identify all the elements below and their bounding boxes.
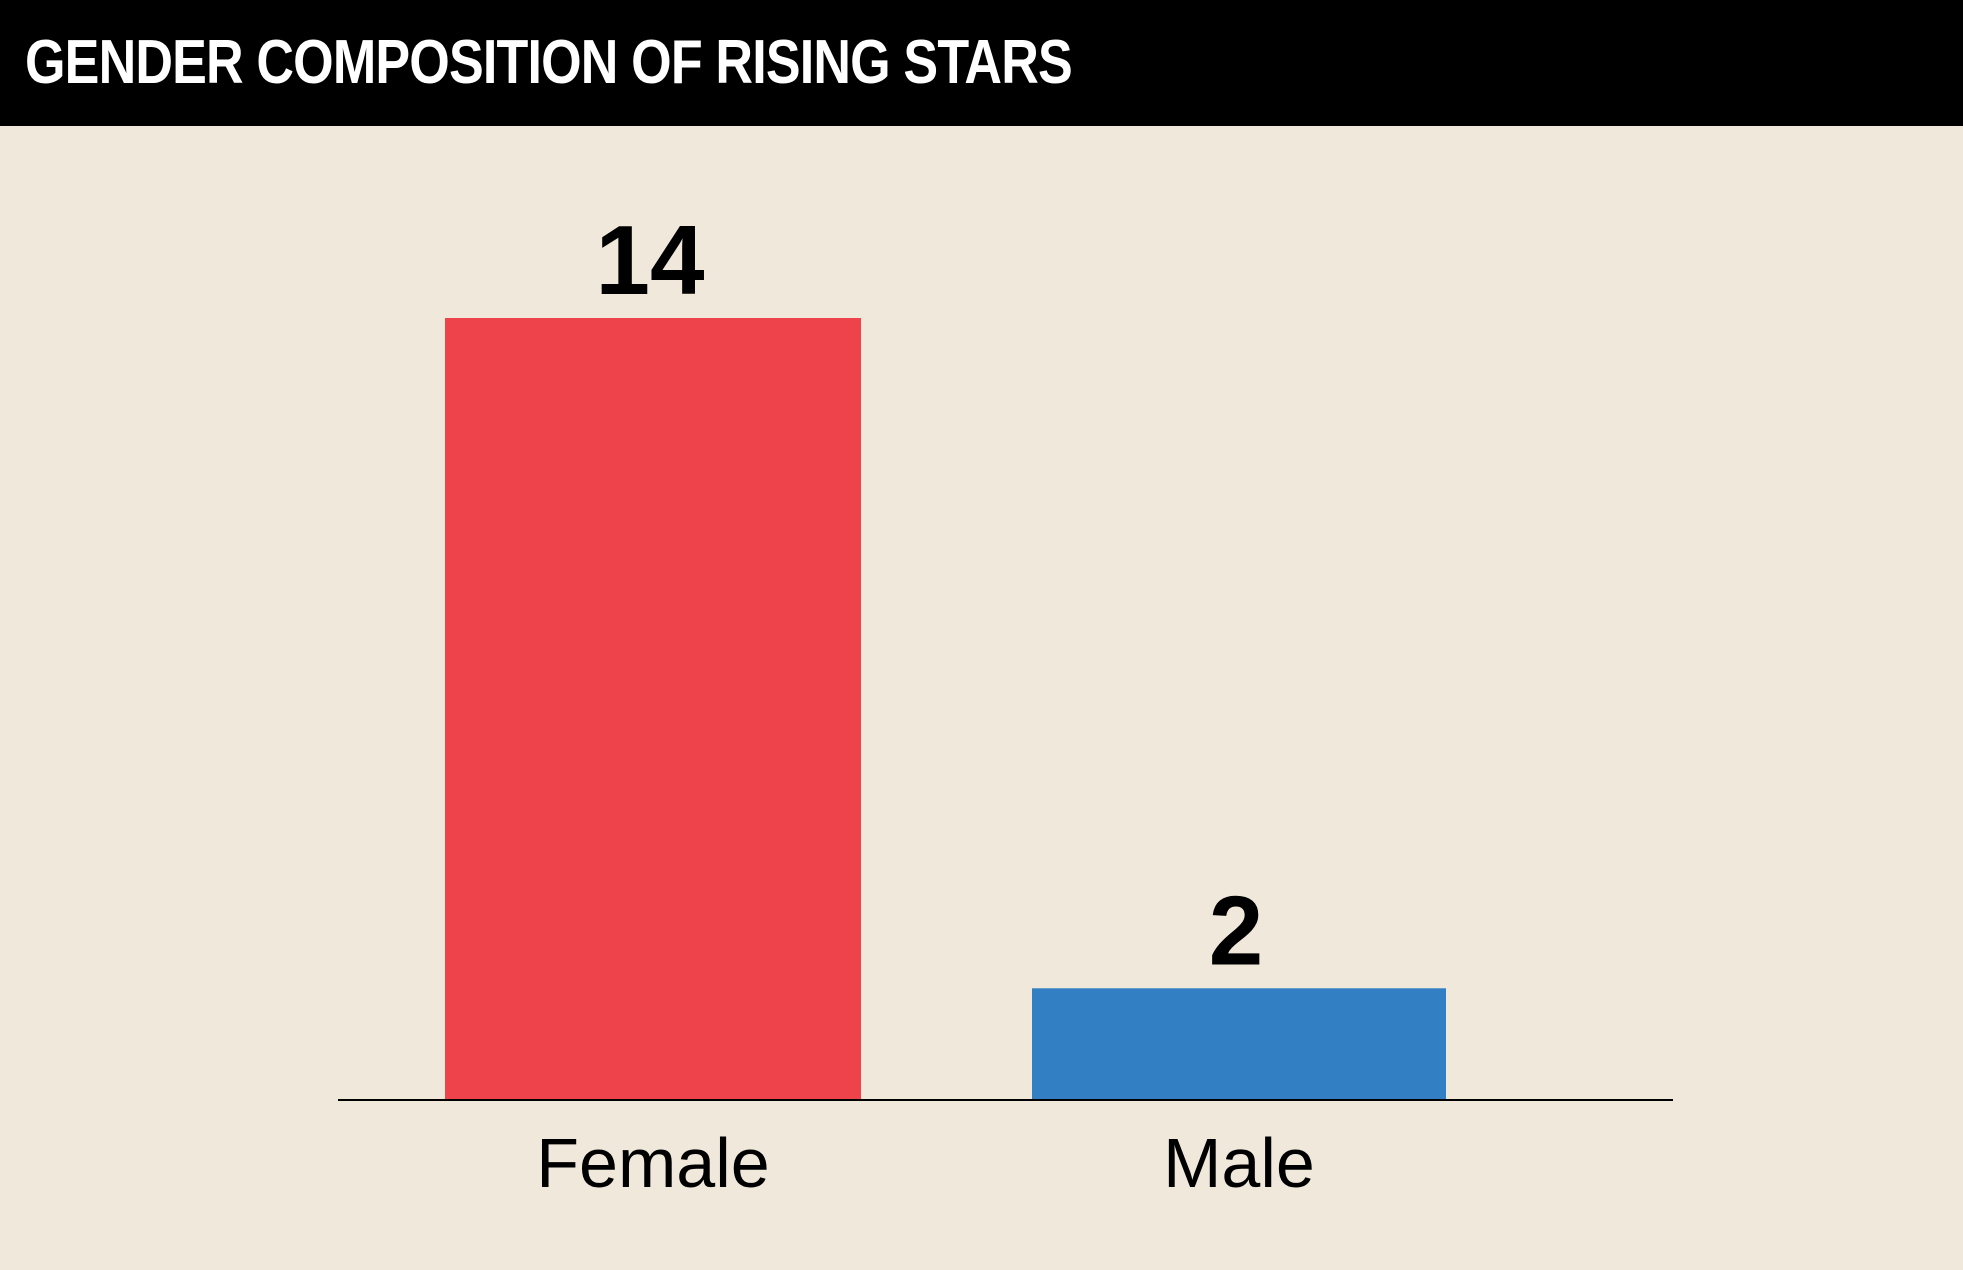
value-label-male: 2 [1209,875,1264,985]
value-label-female: 14 [595,205,704,315]
bar-male [1032,988,1446,1100]
title-bar: GENDER COMPOSITION OF RISING STARS [0,0,1963,126]
category-labels-group: Female Male [536,1124,1315,1202]
value-labels-group: 14 2 [595,205,1263,985]
bars-group [445,318,1446,1100]
bar-female [445,318,861,1100]
category-label-male: Male [1163,1124,1315,1202]
category-label-female: Female [536,1124,769,1202]
chart-title: GENDER COMPOSITION OF RISING STARS [25,28,1073,97]
